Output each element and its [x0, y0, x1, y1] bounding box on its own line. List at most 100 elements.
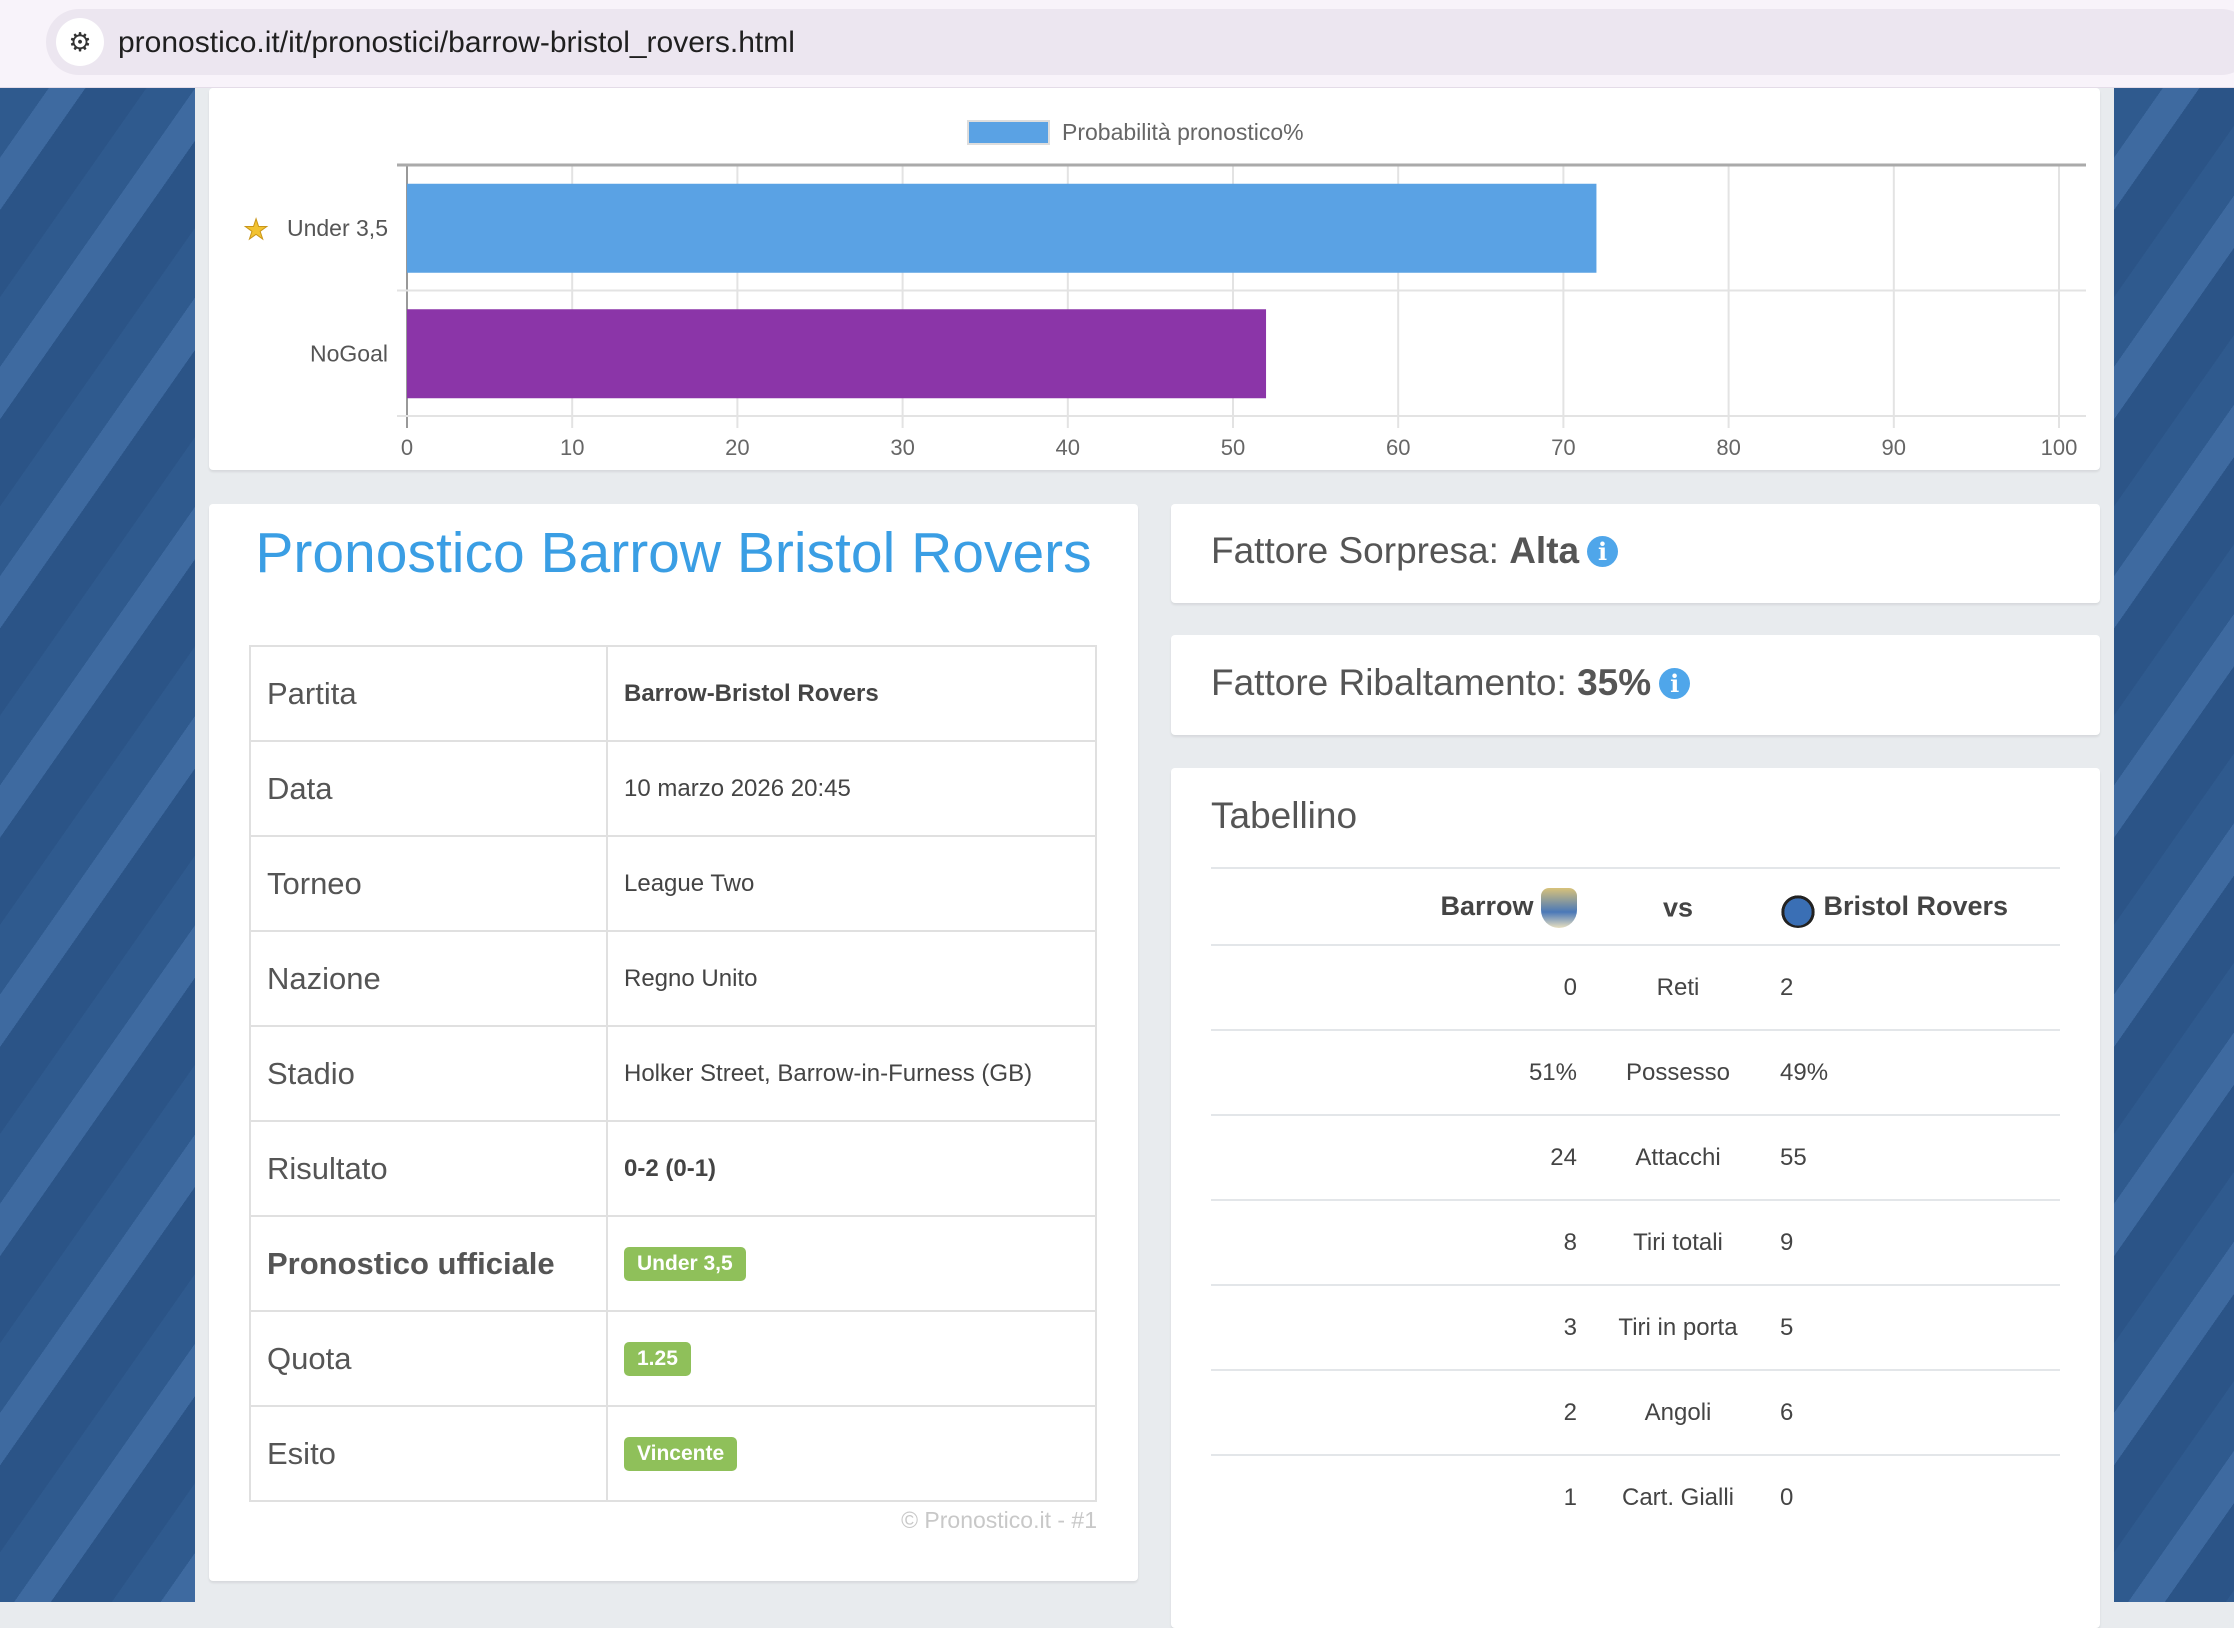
info-value: Holker Street, Barrow-in-Furness (GB)	[624, 1059, 1033, 1087]
info-value-cell: Barrow-Bristol Rovers	[606, 645, 1097, 742]
away-stat: 55	[1780, 1143, 1807, 1171]
home-stat: 24	[1550, 1143, 1577, 1171]
home-team[interactable]: Barrow	[1440, 887, 1577, 928]
divider	[1211, 1029, 2060, 1031]
y-category-label: Under 3,5	[287, 215, 388, 241]
chart-legend[interactable]: Probabilità pronostico%	[967, 119, 1304, 146]
info-value-cell: League Two	[606, 835, 1097, 932]
stat-label: Reti	[1656, 973, 1700, 1001]
info-row: Partita Barrow-Bristol Rovers	[249, 645, 1097, 742]
info-row: Nazione Regno Unito	[249, 930, 1097, 1027]
x-tick-label: 30	[890, 435, 914, 460]
divider	[1211, 867, 2060, 869]
away-stat: 2	[1780, 973, 1794, 1001]
fattore-ribaltamento: Fattore Ribaltamento: 35% i	[1211, 662, 1691, 704]
star-icon: ★	[243, 214, 268, 245]
info-value-cell: 0-2 (0-1)	[606, 1120, 1097, 1217]
info-row: Risultato 0-2 (0-1)	[249, 1120, 1097, 1217]
browser-toolbar: ⚙ pronostico.it/it/pronostici/barrow-bri…	[0, 0, 2234, 88]
divider	[1211, 1454, 2060, 1456]
x-tick-label: 70	[1551, 435, 1575, 460]
home-stat: 8	[1563, 1228, 1577, 1256]
x-tick-label: 50	[1221, 435, 1245, 460]
y-category-label: NoGoal	[310, 340, 388, 366]
info-row: Torneo League Two	[249, 835, 1097, 932]
home-stat: 1	[1563, 1483, 1577, 1511]
tune-icon[interactable]: ⚙	[56, 18, 104, 66]
fattore-ribaltamento-label: Fattore Ribaltamento:	[1211, 662, 1567, 703]
fattore-sorpresa-label: Fattore Sorpresa:	[1211, 530, 1499, 571]
stat-row: 3 Tiri in porta 5	[1211, 1285, 2060, 1370]
info-label: Data	[249, 740, 608, 837]
info-value-cell: Under 3,5	[606, 1215, 1097, 1312]
tabellino-header: Barrow vs Bristol Rovers	[1211, 865, 2060, 950]
info-value-cell: Regno Unito	[606, 930, 1097, 1027]
info-value: Regno Unito	[624, 964, 758, 992]
info-value-cell: Vincente	[606, 1405, 1097, 1502]
chart-card	[209, 88, 2100, 470]
stat-label: Angoli	[1644, 1398, 1712, 1426]
info-row: Esito Vincente	[249, 1405, 1097, 1502]
info-value: 10 marzo 2026 20:45	[624, 774, 851, 802]
stat-label: Tiri totali	[1633, 1228, 1723, 1256]
home-stat: 2	[1563, 1398, 1577, 1426]
divider	[1211, 1369, 2060, 1371]
address-bar[interactable]: ⚙ pronostico.it/it/pronostici/barrow-bri…	[46, 9, 2234, 75]
x-tick-label: 80	[1716, 435, 1740, 460]
stat-row: 24 Attacchi 55	[1211, 1115, 2060, 1200]
info-value-cell: 10 marzo 2026 20:45	[606, 740, 1097, 837]
info-label: Quota	[249, 1310, 608, 1407]
stat-row: 51% Possesso 49%	[1211, 1030, 2060, 1115]
x-tick-label: 0	[401, 435, 413, 460]
away-team[interactable]: Bristol Rovers	[1780, 887, 2009, 928]
divider	[1211, 1199, 2060, 1201]
info-label: Torneo	[249, 835, 608, 932]
fattore-sorpresa-value: Alta	[1509, 530, 1580, 571]
stat-label: Possesso	[1625, 1058, 1731, 1086]
info-value: 0-2 (0-1)	[624, 1154, 717, 1182]
away-stat: 0	[1780, 1483, 1794, 1511]
x-tick-label: 20	[725, 435, 749, 460]
info-row: Pronostico ufficiale Under 3,5	[249, 1215, 1097, 1312]
home-stat: 3	[1563, 1313, 1577, 1341]
match-info-table: Partita Barrow-Bristol Rovers Data 10 marzo…	[249, 645, 1097, 1502]
info-icon[interactable]: i	[1659, 668, 1691, 699]
info-icon[interactable]: i	[1587, 536, 1619, 567]
info-value-cell: Holker Street, Barrow-in-Furness (GB)	[606, 1025, 1097, 1122]
url-text[interactable]: pronostico.it/it/pronostici/barrow-brist…	[118, 26, 795, 59]
home-team-name: Barrow	[1440, 890, 1534, 921]
home-stat: 0	[1563, 973, 1577, 1001]
stat-row: 0 Reti 2	[1211, 945, 2060, 1030]
x-tick-label: 90	[1882, 435, 1906, 460]
x-tick-label: 60	[1386, 435, 1410, 460]
info-row: Quota 1.25	[249, 1310, 1097, 1407]
info-label: Nazione	[249, 930, 608, 1027]
value-badge: 1.25	[624, 1341, 691, 1376]
page-title: Pronostico Barrow Bristol Rovers	[255, 521, 1092, 585]
tabellino-title: Tabellino	[1211, 795, 1358, 836]
divider	[1211, 944, 2060, 946]
fattore-ribaltamento-value: 35%	[1577, 662, 1652, 703]
info-label: Risultato	[249, 1120, 608, 1217]
stat-label: Tiri in porta	[1618, 1313, 1738, 1341]
home-stat: 51%	[1528, 1058, 1577, 1086]
info-label: Partita	[249, 645, 608, 742]
probability-bar-chart: 0 10 20 30 40 50 60 70 80 90 100 Under 3,5 ★ NoGoal	[243, 163, 2086, 460]
away-stat: 49%	[1780, 1058, 1829, 1086]
info-row: Stadio Holker Street, Barrow-in-Furness (…	[249, 1025, 1097, 1122]
info-value-cell: 1.25	[606, 1310, 1097, 1407]
fattore-ribaltamento-card	[1171, 635, 2100, 735]
page-background-left	[0, 88, 195, 1602]
away-team-name: Bristol Rovers	[1823, 890, 2009, 921]
x-tick-label: 40	[1056, 435, 1080, 460]
info-value: Barrow-Bristol Rovers	[624, 679, 879, 707]
tabellino-card	[1171, 768, 2100, 1628]
away-stat: 6	[1780, 1398, 1794, 1426]
info-value: League Two	[624, 869, 755, 897]
legend-label: Probabilità pronostico%	[1062, 119, 1304, 145]
bar-nogoal	[407, 309, 1267, 399]
away-stat: 5	[1780, 1313, 1794, 1341]
stat-label: Cart. Gialli	[1621, 1483, 1735, 1511]
info-label: Esito	[249, 1405, 608, 1502]
page-background-right	[2114, 88, 2234, 1602]
